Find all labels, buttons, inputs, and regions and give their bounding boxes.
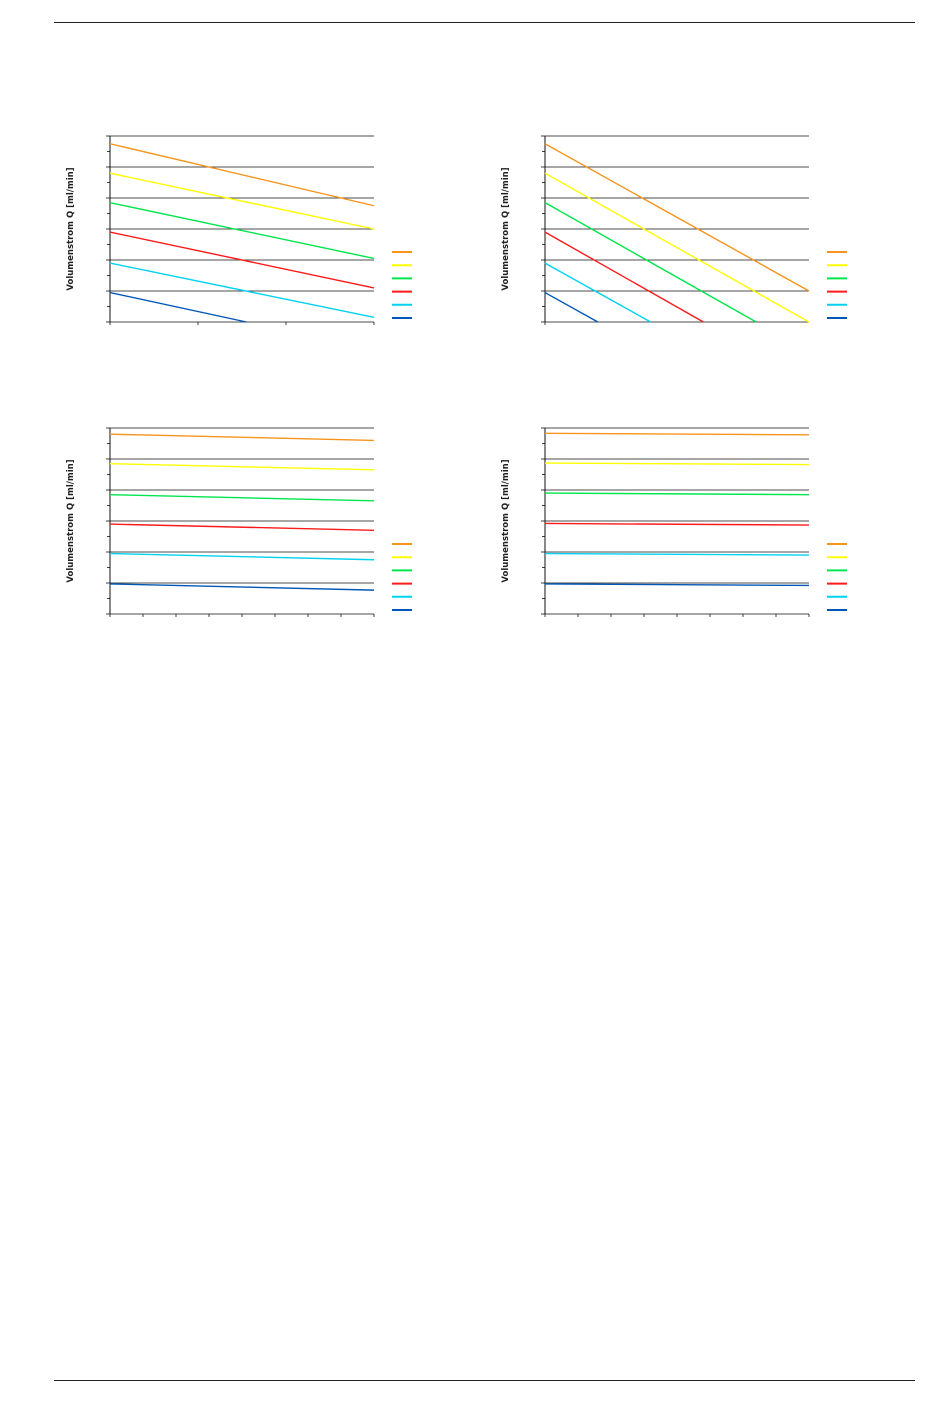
chart-bottom-left: Volumenstrom Q [ml/min]: [66, 427, 412, 617]
series-line-4: [109, 523, 375, 531]
series-line-5: [544, 262, 651, 323]
y-axis-label: Volumenstrom Q [ml/min]: [66, 459, 76, 582]
series-line-2: [109, 172, 375, 230]
series-line-2: [544, 462, 810, 466]
series-line-1: [109, 143, 375, 207]
series-line-2: [544, 172, 810, 323]
series-line-4: [544, 231, 704, 323]
series-line-6: [109, 583, 375, 591]
series-line-5: [109, 552, 375, 561]
chart-top-right: Volumenstrom Q [ml/min]: [501, 135, 847, 325]
series-line-6: [544, 583, 810, 587]
series-line-2: [109, 462, 375, 471]
series-line-4: [109, 231, 375, 289]
series-line-6: [109, 291, 247, 323]
series-line-1: [109, 433, 375, 442]
chart-top-left: Volumenstrom Q [ml/min]: [66, 135, 412, 325]
series-line-6: [544, 291, 599, 323]
footer-rule: [54, 1380, 915, 1381]
series-line-5: [544, 552, 810, 556]
chart-bottom-right: Volumenstrom Q [ml/min]: [501, 427, 847, 617]
series-line-3: [544, 202, 757, 323]
series-line-3: [109, 493, 375, 502]
y-axis-label: Volumenstrom Q [ml/min]: [501, 459, 511, 582]
series-line-1: [544, 432, 810, 436]
y-axis-label: Volumenstrom Q [ml/min]: [501, 167, 511, 290]
y-axis-label: Volumenstrom Q [ml/min]: [66, 167, 76, 290]
series-line-3: [109, 201, 375, 260]
series-line-3: [544, 492, 810, 496]
header-rule: [54, 22, 915, 23]
series-line-4: [544, 522, 810, 526]
series-line-5: [109, 262, 375, 319]
series-line-1: [544, 143, 810, 292]
